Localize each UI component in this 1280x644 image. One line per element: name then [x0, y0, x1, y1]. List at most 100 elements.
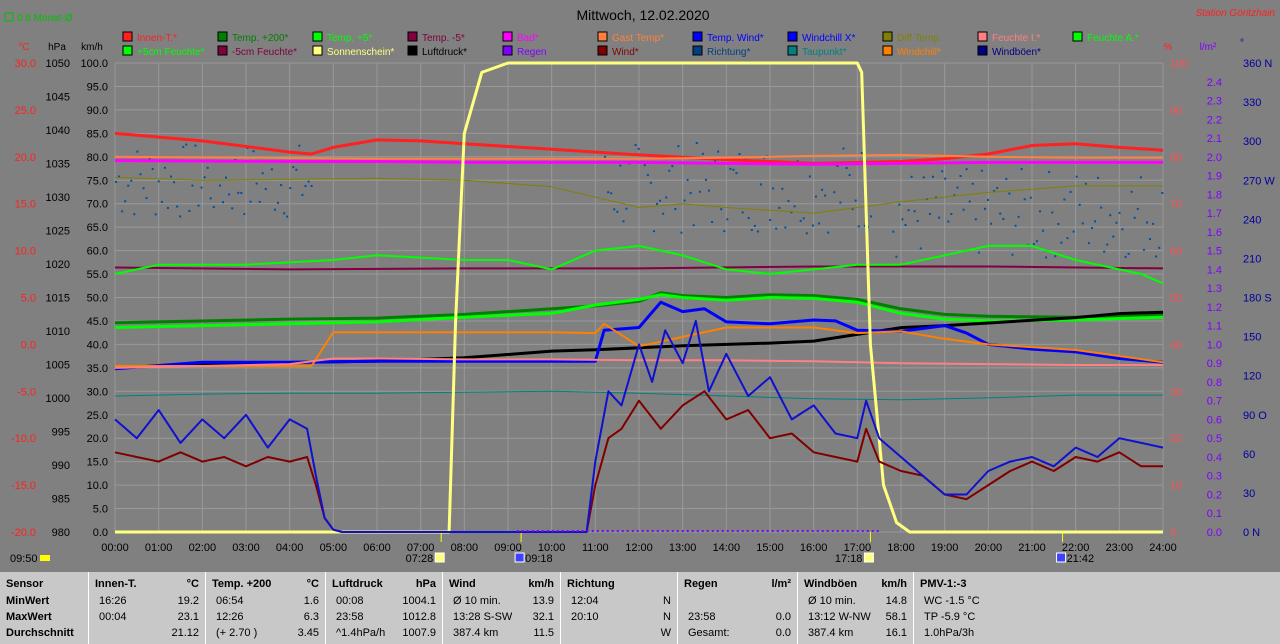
x-tick: 17:00 — [844, 542, 872, 554]
direction-point — [656, 202, 659, 205]
direction-point — [1066, 237, 1069, 240]
series-line — [115, 61, 1163, 534]
direction-point — [665, 196, 668, 199]
monthly-avg-icon — [4, 12, 14, 22]
stats-header: Luftdruck — [332, 578, 383, 590]
direction-point — [218, 184, 221, 187]
rain-tick: 0.2 — [1207, 489, 1222, 501]
direction-point — [1014, 224, 1017, 227]
direction-point — [707, 189, 710, 192]
hum-tick: 0 — [1170, 527, 1176, 539]
direction-point — [1112, 235, 1115, 238]
temp-tick: 0.0 — [21, 339, 36, 351]
annotation-label: 07:28 — [406, 553, 434, 565]
rain-tick: 1.5 — [1207, 246, 1222, 258]
stats-column: Sensor MinWert MaxWert Durchschnitt — [0, 572, 88, 644]
direction-point — [738, 153, 741, 156]
direction-point — [206, 166, 209, 169]
direction-point — [977, 251, 980, 254]
annotation-label: 09:18 — [525, 553, 553, 565]
stats-value: 3.45 — [297, 627, 319, 639]
x-tick: 20:00 — [975, 542, 1003, 554]
direction-point — [753, 224, 756, 227]
direction-point — [845, 166, 848, 169]
direction-point — [133, 213, 136, 216]
legend-swatch — [597, 31, 608, 42]
hum-tick: 20 — [1170, 433, 1182, 445]
stats-cell: Ø 10 min. — [808, 595, 856, 607]
wind-tick: 95.0 — [87, 81, 108, 93]
x-tick: 15:00 — [756, 542, 784, 554]
rain-tick: 0.8 — [1207, 377, 1222, 389]
direction-point — [919, 247, 922, 250]
series-line — [114, 390, 1163, 533]
legend-swatch — [882, 31, 893, 42]
direction-point — [704, 178, 707, 181]
direction-point — [607, 191, 610, 194]
direction-point — [990, 222, 993, 225]
annotation-label: 17:18 — [835, 553, 863, 565]
direction-point — [258, 200, 261, 203]
direction-point — [993, 189, 996, 192]
direction-point — [971, 182, 974, 185]
stats-cell: TP -5.9 °C — [924, 611, 976, 623]
stats-column: Wind km/h Ø 10 min. 13.9 13:28 S-SW 32.1 387.4… — [442, 572, 560, 644]
press-tick: 1025 — [46, 226, 70, 238]
direction-point — [808, 175, 811, 178]
press-tick: 1010 — [46, 326, 70, 338]
x-tick: 00:00 — [101, 542, 129, 554]
direction-point — [941, 170, 944, 173]
direction-point — [1118, 211, 1121, 214]
legend-entry: Bad* — [517, 33, 539, 44]
direction-point — [136, 150, 139, 153]
direction-point — [139, 173, 142, 176]
direction-point — [252, 150, 255, 153]
temp-tick: -5.0 — [17, 386, 36, 398]
direction-point — [1042, 229, 1045, 232]
direction-point — [273, 208, 276, 211]
legend-entry: Windchill X* — [802, 33, 855, 44]
legend-swatch — [407, 45, 418, 56]
x-tick: 22:00 — [1062, 542, 1090, 554]
direction-point — [1158, 246, 1161, 249]
legend-entry: +5cm Feuchte* — [137, 47, 205, 58]
direction-point — [148, 158, 151, 161]
legend-entry: Windchill* — [897, 47, 941, 58]
stats-value: 0.0 — [775, 627, 791, 639]
legend-swatch — [692, 31, 703, 42]
temp-tick: 20.0 — [15, 152, 36, 164]
direction-point — [289, 187, 292, 190]
wind-tick: 60.0 — [87, 246, 108, 258]
stats-value: 23.1 — [177, 611, 199, 623]
hum-tick: 70 — [1170, 199, 1182, 211]
direction-point — [956, 186, 959, 189]
x-tick: 16:00 — [800, 542, 828, 554]
legend-swatch — [787, 31, 798, 42]
stats-cell: ^1.4hPa/h — [336, 627, 386, 639]
direction-point — [950, 213, 953, 216]
rain-tick: 1.6 — [1207, 227, 1222, 239]
temp-axis-unit: °C — [18, 42, 29, 53]
direction-point — [130, 179, 133, 182]
rain-tick: 1.8 — [1207, 189, 1222, 201]
dir-tick: 60 — [1243, 449, 1255, 461]
direction-point — [304, 185, 307, 188]
direction-point — [898, 203, 901, 206]
stats-header: Regen — [684, 578, 718, 590]
stats-column: Regen l/m² 23:58 0.0 Gesamt: 0.0 — [677, 572, 797, 644]
stats-value: 1004.1 — [402, 595, 436, 607]
stats-unit: °C — [306, 578, 319, 590]
direction-point — [1109, 214, 1112, 217]
bottom-left-label: 09:50 — [10, 553, 38, 565]
direction-point — [1097, 176, 1100, 179]
station-label: Station Göritzhain — [1196, 8, 1276, 19]
x-tick: 24:00 — [1149, 542, 1177, 554]
direction-point — [1057, 222, 1060, 225]
wind-tick: 25.0 — [87, 410, 108, 422]
direction-point — [209, 197, 212, 200]
wind-tick: 0.0 — [93, 527, 108, 539]
press-tick: 995 — [52, 427, 70, 439]
direction-point — [759, 183, 762, 186]
hum-tick: 50 — [1170, 293, 1182, 305]
direction-point — [701, 152, 704, 155]
